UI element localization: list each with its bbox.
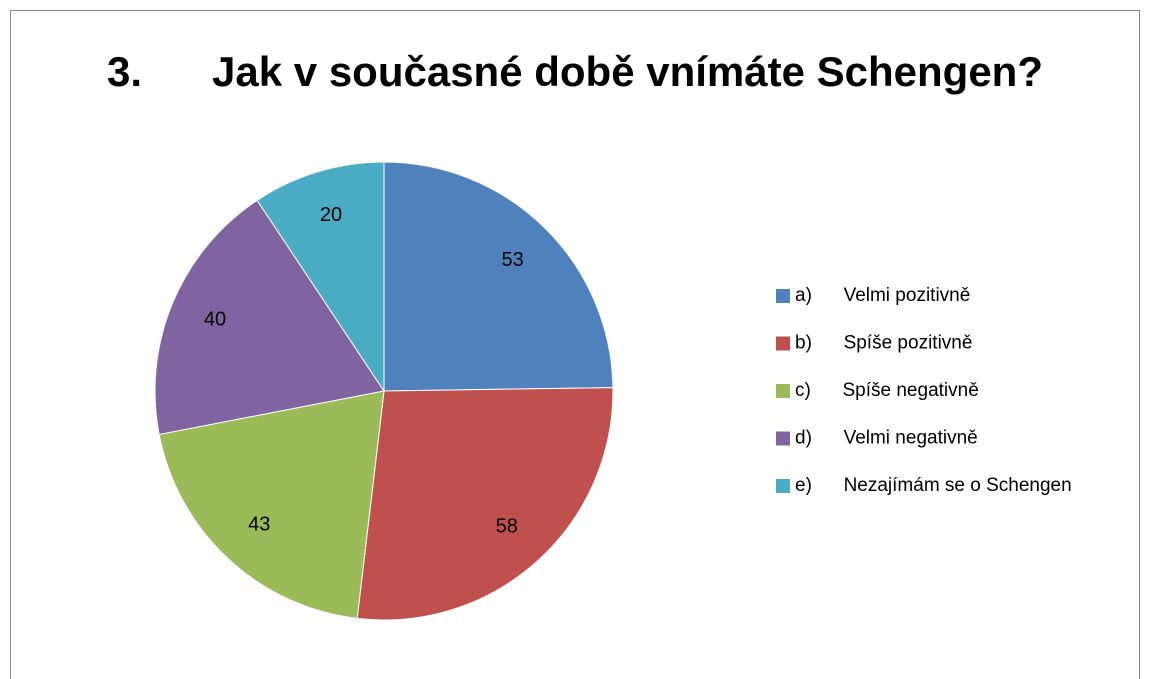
pie-slice — [356, 387, 614, 621]
pie-slice — [158, 390, 385, 619]
legend-swatch — [776, 289, 790, 303]
pie-slice — [154, 199, 385, 436]
data-label: 43 — [248, 513, 270, 535]
data-label: 53 — [501, 249, 523, 271]
data-label: 40 — [204, 309, 226, 331]
legend-swatch — [776, 384, 790, 398]
pie-slice — [383, 161, 614, 392]
pie-slice — [256, 161, 385, 393]
chart-title: 3. Jak v současné době vnímáte Schengen? — [107, 48, 1043, 95]
legend-label: a) Velmi pozitivně — [795, 285, 970, 306]
legend-label: b) Spíše pozitivně — [795, 333, 972, 354]
legend-swatch — [776, 431, 790, 446]
legend-label: e) Nezajímám se o Schengen — [795, 475, 1072, 496]
legend-label: d) Velmi negativně — [795, 428, 978, 449]
legend-swatch — [776, 336, 790, 351]
data-label: 58 — [496, 515, 518, 537]
data-label: 20 — [320, 204, 342, 226]
legend-label: c) Spíše negativně — [795, 380, 979, 401]
legend-swatch — [776, 479, 790, 493]
